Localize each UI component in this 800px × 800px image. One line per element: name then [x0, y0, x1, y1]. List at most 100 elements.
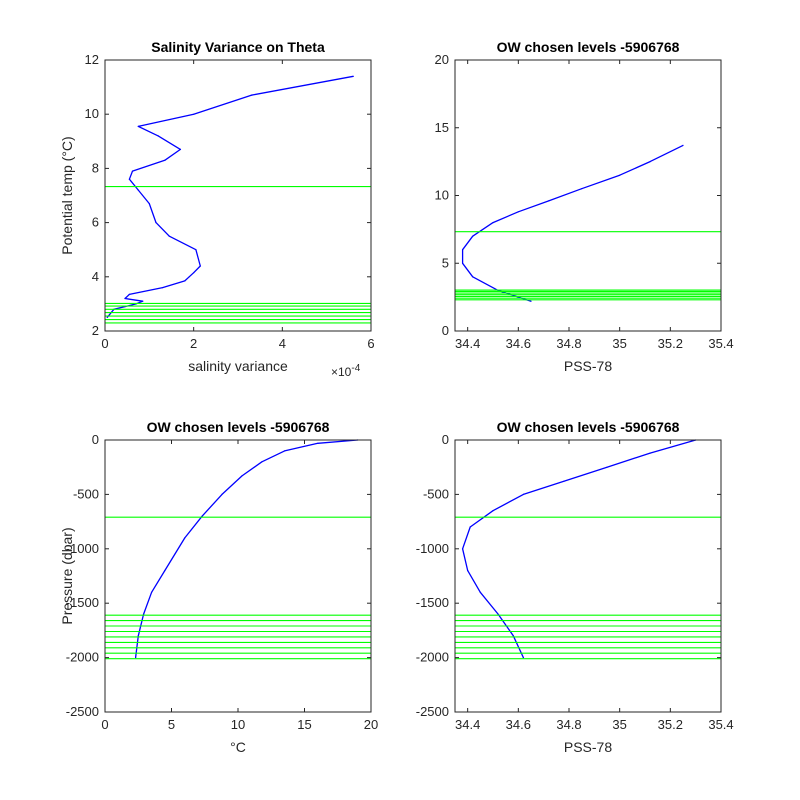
y-tick-label: -500 [423, 486, 449, 501]
y-tick-label: -2500 [66, 704, 99, 719]
x-axis-label: PSS-78 [564, 358, 612, 374]
x-tick-label: 35.4 [708, 336, 733, 351]
plot-title: OW chosen levels -5906768 [497, 419, 680, 435]
y-tick-label: -1000 [416, 541, 449, 556]
data-point [497, 613, 499, 615]
x-tick-label: 10 [231, 717, 245, 732]
x-tick-label: 35.2 [658, 336, 683, 351]
y-axis-label: Pressure (dbar) [59, 527, 75, 624]
data-point [472, 276, 474, 278]
data-point [124, 297, 126, 300]
x-tick-label: 35 [612, 717, 626, 732]
data-point [522, 657, 525, 659]
axes-box [104, 59, 372, 332]
series-line-1 [106, 75, 354, 318]
data-point [352, 75, 354, 77]
x-tick-label: 35.4 [708, 717, 733, 732]
y-tick-label: 6 [92, 215, 99, 230]
data-point [221, 493, 223, 495]
data-point [512, 635, 514, 637]
data-point [530, 300, 532, 302]
x-axis-multiplier-exponent: -4 [351, 363, 360, 374]
data-point [131, 170, 134, 172]
x-tick-label: 34.4 [455, 336, 480, 351]
data-point [469, 526, 471, 528]
y-tick-label: -2500 [416, 704, 449, 719]
plot-title: OW chosen levels -5906768 [147, 419, 330, 435]
data-point [201, 515, 203, 517]
data-point [261, 461, 263, 463]
data-point [137, 125, 139, 127]
x-tick-label: 34.4 [455, 717, 480, 732]
data-point [317, 442, 319, 444]
x-tick-label: 20 [364, 717, 378, 732]
data-point [649, 161, 651, 163]
data-point [462, 262, 464, 264]
data-point [193, 113, 195, 115]
y-tick-label: -2000 [416, 650, 449, 665]
data-point [472, 235, 474, 237]
y-tick-label: -2000 [66, 650, 99, 665]
data-point [179, 148, 181, 150]
x-axis-label: PSS-78 [564, 739, 612, 755]
y-tick-label: 5 [442, 255, 449, 270]
data-point [151, 591, 153, 593]
x-tick-label: 4 [279, 336, 286, 351]
data-point [148, 203, 150, 205]
data-point [195, 249, 197, 251]
data-point [193, 272, 195, 274]
data-point [563, 480, 565, 482]
data-point [106, 316, 108, 318]
y-tick-label: -1500 [66, 595, 99, 610]
data-point [462, 249, 464, 251]
y-tick-label: 10 [435, 188, 449, 203]
plot-3: 0 5 10 15 20 -2500 -2000 -1500 -1000 -500 0 OW chos… [59, 419, 378, 755]
y-tick-label: 8 [92, 160, 99, 175]
data-point [250, 94, 252, 96]
y-tick-label: 15 [435, 120, 449, 135]
data-point [157, 135, 159, 137]
y-axis-label: Potential temp (°C) [59, 136, 75, 254]
x-tick-label: 35.2 [658, 717, 683, 732]
y-tick-label: -500 [73, 486, 99, 501]
x-tick-label: 34.6 [506, 336, 531, 351]
y-tick-label: 2 [92, 323, 99, 338]
axes-box [454, 439, 722, 713]
data-point [241, 475, 243, 477]
data-point [168, 235, 170, 237]
data-point [479, 591, 481, 593]
y-tick-label: 20 [435, 52, 449, 67]
plot-2: 34.4 34.6 34.8 35 35.2 35.4 0 5 10 15 20 OW chosen … [435, 39, 734, 374]
plot-title: OW chosen levels -5906768 [497, 39, 680, 55]
data-point [548, 200, 550, 202]
plot-area [105, 440, 371, 712]
data-point [142, 300, 144, 302]
x-tick-label: 6 [367, 336, 374, 351]
data-point [284, 450, 286, 452]
plot-area [455, 60, 721, 331]
x-axis-label: °C [230, 739, 246, 755]
x-tick-label: 5 [168, 717, 175, 732]
data-point [135, 657, 137, 659]
data-point [137, 189, 139, 191]
x-tick-label: 15 [297, 717, 311, 732]
plot-area [105, 60, 371, 331]
data-point [682, 144, 684, 146]
data-point [462, 548, 464, 550]
data-point [184, 280, 186, 282]
y-tick-label: 4 [92, 269, 99, 284]
x-tick-label: 34.8 [556, 336, 581, 351]
x-tick-label: 34.8 [556, 717, 581, 732]
data-point [128, 293, 130, 295]
x-tick-label: 34.6 [506, 717, 531, 732]
data-point [164, 159, 166, 161]
data-point [517, 211, 519, 213]
x-tick-label: 0 [101, 717, 108, 732]
data-point [128, 178, 130, 180]
y-tick-label: 10 [85, 106, 99, 121]
y-tick-label: 0 [442, 323, 449, 338]
data-point [492, 510, 494, 512]
data-point [137, 635, 139, 637]
data-point [164, 570, 166, 572]
